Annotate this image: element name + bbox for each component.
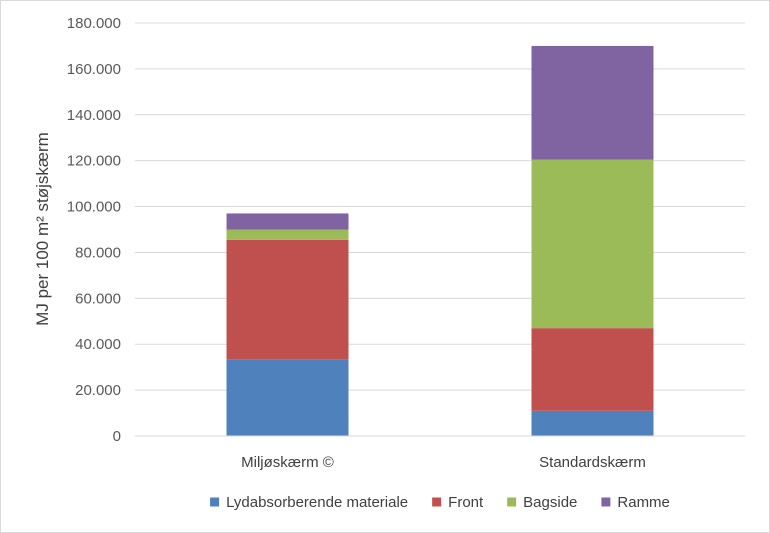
legend-label: Bagside [523,494,577,511]
bar-segment [226,229,349,240]
y-tick-label: 180.000 [67,15,121,32]
category-labels: Miljøskærm © Standardskærm [241,454,646,471]
legend-item: Front [432,494,484,511]
bar-segment [226,213,349,230]
category-label: Standardskærm [539,454,646,471]
y-tick-label: 0 [113,428,121,445]
y-tick-label: 80.000 [75,244,121,261]
y-tick-label: 160.000 [67,61,121,78]
bars [226,45,654,436]
bar-segment [226,359,349,436]
bar-segment [531,45,654,160]
y-tick-label: 120.000 [67,153,121,170]
y-axis-title: MJ per 100 m² støjskærm [33,132,52,326]
y-tick-label: 140.000 [67,107,121,124]
y-tick-label: 20.000 [75,382,121,399]
legend-item: Ramme [601,494,670,511]
legend-label: Lydabsorberende materiale [226,494,408,511]
legend-item: Lydabsorberende materiale [210,494,408,511]
bar-segment [531,328,654,411]
legend-swatch [210,497,220,507]
legend-swatch [432,497,442,507]
y-tick-label: 40.000 [75,336,121,353]
bar-segment [226,239,349,360]
bar-segment [531,159,654,329]
bar-segment [531,410,654,436]
y-tick-label: 100.000 [67,199,121,216]
category-label: Miljøskærm © [241,454,334,471]
legend-swatch [507,497,517,507]
y-axis-tick-labels: 0 20.000 40.000 60.000 80.000 100.000 120.000 1… [67,15,121,445]
legend-label: Front [448,494,484,511]
legend-item: Bagside [507,494,577,511]
legend-swatch [601,497,611,507]
legend-label: Ramme [617,494,670,511]
y-tick-label: 60.000 [75,290,121,307]
legend: Lydabsorberende materiale Front Bagside Ram… [210,494,670,511]
